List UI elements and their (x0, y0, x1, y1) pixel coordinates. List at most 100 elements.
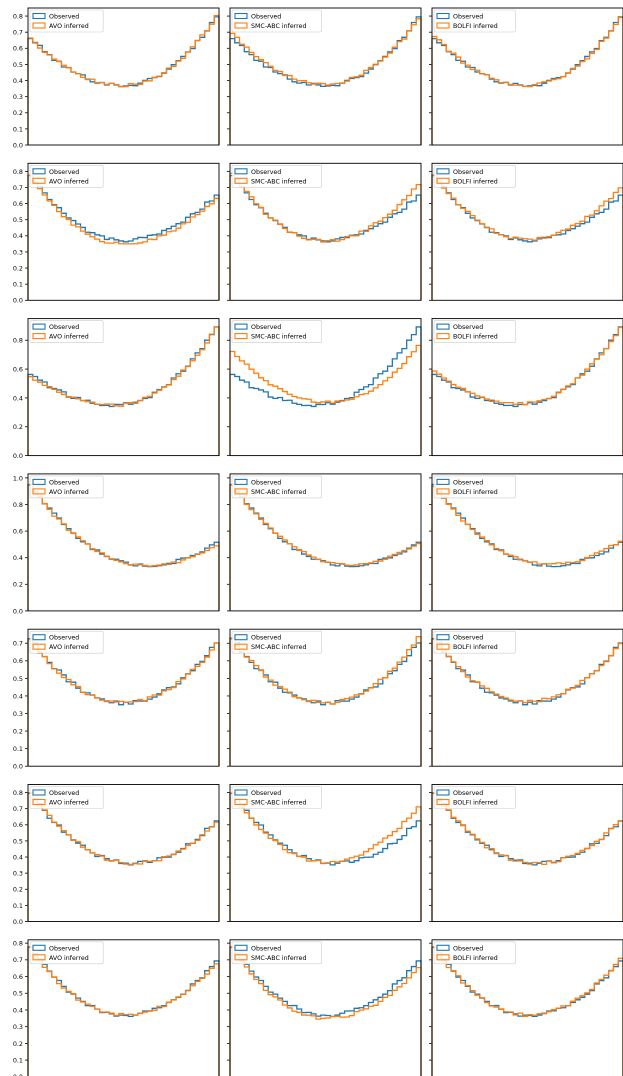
legend-label-inferred: SMC-ABC inferred (251, 955, 307, 962)
axes-frame (431, 784, 623, 922)
legend-label-observed: Observed (251, 479, 281, 486)
panel-r7-c2: Observed SMC-ABC inferred (227, 939, 422, 1076)
y-tick-label: 0.5 (13, 675, 23, 683)
legend-swatch-inferred (234, 177, 248, 184)
inferred-histogram (431, 638, 623, 767)
y-tick-label: 0.0 (13, 141, 23, 149)
legend-label-inferred: AVO inferred (49, 489, 89, 496)
y-tick-label: 0.4 (13, 1006, 23, 1014)
y-tick-label: 0.0 (13, 452, 23, 460)
y-tick-label: 0.6 (13, 527, 23, 535)
y-tick-label: 0.7 (13, 956, 23, 964)
legend-label-observed: Observed (453, 14, 483, 21)
y-tick-label: 0.4 (13, 554, 23, 562)
legend-swatch-inferred (32, 643, 46, 650)
y-tick-label: 0.8 (13, 501, 23, 509)
legend-swatch-observed (234, 478, 248, 485)
legend-swatch-inferred (234, 488, 248, 495)
y-tick-label: 0.1 (13, 125, 23, 133)
axes-frame (27, 162, 220, 301)
legend-label-observed: Observed (453, 479, 483, 486)
legend-box (433, 475, 516, 499)
legend-label-observed: Observed (453, 790, 483, 797)
y-axis: 0.0 0.2 0.4 0.6 0.8 (13, 337, 28, 460)
legend-label-observed: Observed (49, 169, 79, 176)
legend-box (231, 786, 322, 809)
y-tick-label: 0.6 (13, 365, 23, 373)
legend-box (433, 941, 516, 965)
y-tick-label: 0.5 (13, 216, 23, 224)
legend: Observed BOLFI inferred (433, 165, 516, 188)
panel-r2-c3: Observed BOLFI inferred (429, 162, 623, 301)
panel-r5-c3: Observed BOLFI inferred (429, 628, 623, 767)
legend-swatch-observed (32, 478, 46, 485)
legend-swatch-observed (436, 789, 450, 796)
y-tick-label: 0.7 (13, 805, 23, 813)
legend-box (29, 320, 104, 343)
legend-swatch-inferred (234, 22, 248, 29)
legend-swatch-observed (32, 12, 46, 20)
legend-box (29, 786, 104, 809)
y-tick-label: 0.8 (13, 789, 23, 797)
inferred-histogram (229, 635, 422, 767)
axes-frame (229, 939, 422, 1076)
inferred-histogram (27, 946, 220, 1076)
legend-swatch-observed (234, 12, 248, 20)
legend-label-inferred: AVO inferred (49, 800, 89, 807)
legend-label-inferred: AVO inferred (49, 644, 89, 651)
inferred-histogram (27, 174, 220, 301)
legend-swatch-observed (436, 168, 450, 175)
legend-swatch-observed (32, 634, 46, 641)
y-tick-label: 0.1 (13, 902, 23, 910)
inferred-histogram (229, 172, 422, 301)
axes-frame (27, 939, 220, 1076)
legend-swatch-observed (234, 789, 248, 796)
legend-box (29, 630, 104, 654)
y-axis: 0.0 0.1 0.2 0.3 0.4 0.5 0.6 0.7 (13, 640, 28, 771)
inferred-histogram (431, 174, 623, 301)
panel-r2-c1: 0.0 0.1 0.2 0.3 0.4 0.5 0.6 0.7 0.8 Observed AVO i… (13, 162, 220, 305)
y-tick-label: 0.0 (13, 607, 23, 615)
legend-swatch-observed (234, 944, 248, 951)
observed-histogram (27, 16, 220, 145)
legend-swatch-inferred (32, 488, 46, 495)
legend-label-observed: Observed (453, 324, 483, 331)
panel-r6-c3: Observed BOLFI inferred (429, 784, 623, 922)
axes-frame (431, 162, 623, 301)
legend-swatch-inferred (234, 798, 248, 806)
y-tick-label: 0.6 (13, 657, 23, 665)
observed-histogram (27, 174, 220, 301)
legend-box (231, 941, 322, 965)
legend-swatch-observed (234, 634, 248, 641)
inferred-histogram (431, 946, 623, 1076)
legend-box (231, 165, 322, 188)
legend: Observed BOLFI inferred (433, 9, 516, 33)
y-tick-label: 0.3 (13, 710, 23, 718)
y-tick-label: 0.1 (13, 281, 23, 289)
y-tick-label: 0.8 (13, 337, 23, 345)
y-tick-label: 0.2 (13, 727, 23, 735)
legend-swatch-observed (436, 12, 450, 20)
panel-r3-c3: Observed BOLFI inferred (429, 318, 623, 457)
legend-box (433, 786, 516, 809)
panel-r6-c2: Observed SMC-ABC inferred (227, 784, 422, 922)
y-tick-label: 0.2 (13, 1040, 23, 1048)
legend: Observed SMC-ABC inferred (231, 786, 322, 809)
y-tick-label: 0.3 (13, 93, 23, 101)
legend-label-observed: Observed (49, 14, 79, 21)
y-tick-label: 0.2 (13, 581, 23, 589)
legend: Observed AVO inferred (29, 630, 104, 654)
axes-frame (229, 162, 422, 301)
legend-box (29, 475, 104, 499)
observed-histogram (229, 483, 422, 611)
y-tick-label: 0.0 (13, 918, 23, 926)
y-tick-label: 0.4 (13, 77, 23, 85)
inferred-histogram (229, 18, 422, 145)
observed-histogram (431, 946, 623, 1076)
inferred-histogram (27, 326, 220, 456)
panel-r6-c1: 0.0 0.1 0.2 0.3 0.4 0.5 0.6 0.7 0.8 Observed AVO i… (13, 784, 220, 926)
legend-swatch-observed (234, 168, 248, 175)
observed-histogram (229, 792, 422, 922)
y-tick-label: 0.4 (13, 853, 23, 861)
